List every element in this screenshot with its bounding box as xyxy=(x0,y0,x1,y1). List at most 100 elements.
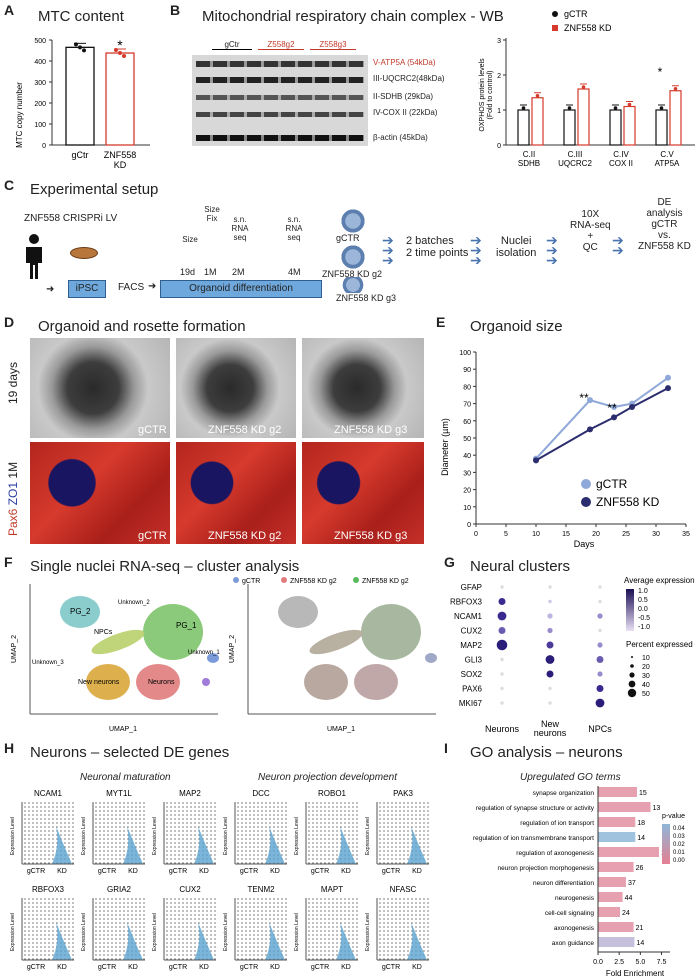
violin-gene: MAPT xyxy=(321,885,343,894)
go-bar xyxy=(598,817,636,827)
violin-ylabel: Expression Level xyxy=(81,913,87,951)
violin-gene: RBFOX3 xyxy=(32,885,65,894)
panel-title-f: Single nuclei RNA-seq – cluster analysis xyxy=(30,558,300,575)
time-1m: 1M xyxy=(204,267,217,277)
go-count-label: 15 xyxy=(639,790,647,797)
dot-col-npcs: NPCs xyxy=(588,724,612,734)
time-4m: 4M xyxy=(288,267,301,277)
violin-group-kd: KD xyxy=(199,964,209,971)
go-bar xyxy=(598,892,623,902)
band-atp5a: V-ATP5A (54kDa) xyxy=(373,58,436,67)
dot-legend2-label: 10 xyxy=(642,655,650,662)
violin-group-kd: KD xyxy=(57,964,67,971)
panel-title-d: Organoid and rosette formation xyxy=(38,318,246,335)
cluster-npcs: NPCs xyxy=(94,629,113,636)
go-xtick-label: 2.5 xyxy=(614,959,624,966)
mtc-point xyxy=(82,48,86,53)
dot-point xyxy=(597,613,603,619)
size-star-1: ** xyxy=(579,391,589,405)
tp-rna4m: s.n. RNA seq xyxy=(285,215,303,242)
flow-batches: 2 batches 2 time points xyxy=(406,235,469,259)
dot-gene-label: NCAM1 xyxy=(454,612,483,621)
panel-f: F Single nuclei RNA-seq – cluster analys… xyxy=(0,552,440,737)
violin-gene: MAP2 xyxy=(179,789,201,798)
panel-e: E Organoid size Diameter (µm) Days 0 10 20… xyxy=(436,312,700,552)
violin-gene: NCAM1 xyxy=(34,789,63,798)
band-cox2: IV-COX II (22kDa) xyxy=(373,108,438,117)
legend-umap-g2: ZNF558 KD g2 xyxy=(290,578,337,585)
img-if-g2 xyxy=(176,442,296,544)
ox-cat-label: C.II xyxy=(523,150,535,159)
go-count-label: 18 xyxy=(637,820,645,827)
panel-label-b: B xyxy=(170,2,181,18)
dot-legend1-label: 0.5 xyxy=(638,597,648,604)
violin-group-gctr: gCTR xyxy=(240,964,258,971)
mtc-point xyxy=(118,51,122,56)
violin-group-kd: KD xyxy=(57,868,67,875)
go-term-label: neuron projection morphogenesis xyxy=(498,865,595,872)
dot-point xyxy=(598,585,602,589)
mtc-star: * xyxy=(117,37,123,53)
go-subtitle: Upregulated GO terms xyxy=(520,772,621,783)
caption-bf-g3: ZNF558 KD g3 xyxy=(334,424,408,436)
size-point xyxy=(665,374,671,381)
violin-group-gctr: gCTR xyxy=(169,868,187,875)
ox-point xyxy=(581,85,586,89)
size-ytick-label: 40 xyxy=(463,453,471,460)
row-label-zo1: ZO1 xyxy=(6,481,20,506)
violin-group-kd: KD xyxy=(128,964,138,971)
size-point xyxy=(587,397,593,404)
mtc-cat-gctr: gCtr xyxy=(71,150,88,160)
ox-point xyxy=(567,106,572,110)
dot-col-new: New neurons xyxy=(534,719,567,737)
mtc-point xyxy=(114,48,118,53)
dot-point xyxy=(500,657,504,662)
ox-ytick-label: 3 xyxy=(497,38,501,45)
ox-point xyxy=(673,86,678,91)
time-2m: 2M xyxy=(232,267,245,277)
dot-gene-label: RBFOX3 xyxy=(450,598,483,607)
go-bar xyxy=(598,922,634,932)
caption-bf-g2: ZNF558 KD g2 xyxy=(208,424,282,436)
dot-point xyxy=(498,627,506,634)
panel-title-h: Neurons – selected DE genes xyxy=(30,744,230,761)
legend-size-kd-dot xyxy=(581,497,591,507)
mtc-cat-kd-2: KD xyxy=(114,160,127,170)
violin-ylabel: Expression Level xyxy=(152,817,158,855)
legend-umap-g3: ZNF558 KD g2 xyxy=(362,578,409,585)
mtc-ylabel: MTC copy number xyxy=(15,82,24,148)
step-facs: FACS xyxy=(118,282,145,293)
go-legend-label: 0.00 xyxy=(673,858,685,864)
mtc-ytick-label: 500 xyxy=(34,38,46,45)
go-bar xyxy=(598,802,651,812)
umap1-xlabel: UMAP_1 xyxy=(109,726,137,733)
dot-point xyxy=(596,685,604,692)
dot-point xyxy=(598,599,602,604)
wb-lane-g2: Z558g2 xyxy=(258,40,304,50)
oxphos-ylabel-2: (Fold to control) xyxy=(487,70,494,119)
size-ytick-label: 50 xyxy=(463,436,471,443)
legend-umap-g2-dot xyxy=(281,577,287,583)
violin-group-kd: KD xyxy=(270,964,280,971)
go-term-label: cell-cell signaling xyxy=(545,910,595,917)
violin-plot: NCAM1 Expression Level gCTR KD xyxy=(8,786,76,878)
legend-size-gctr-dot xyxy=(581,479,591,489)
violin-group-gctr: gCTR xyxy=(27,964,45,971)
size-point xyxy=(665,385,671,392)
go-legend-title: p-value xyxy=(662,813,685,820)
legend-umap-gctr: gCTR xyxy=(242,578,260,585)
ox-cat-label: UQCRC2 xyxy=(558,159,592,168)
mtc-ytick-label: 400 xyxy=(34,59,46,66)
size-ylabel: Diameter (µm) xyxy=(440,418,450,476)
size-ytick-label: 10 xyxy=(463,505,471,512)
legend-kd-square xyxy=(552,25,558,31)
go-term-label: axon guidance xyxy=(552,940,595,947)
ox-bar xyxy=(623,105,636,146)
panel-label-e: E xyxy=(436,314,446,330)
violin-ylabel: Expression Level xyxy=(294,913,300,951)
img-bf-g3 xyxy=(302,338,424,438)
violin-gene: TENM2 xyxy=(247,885,275,894)
violin-group-gctr: gCTR xyxy=(382,964,400,971)
dot-point xyxy=(597,642,603,648)
violin-plot: RBFOX3 Expression Level gCTR KD xyxy=(8,882,76,974)
